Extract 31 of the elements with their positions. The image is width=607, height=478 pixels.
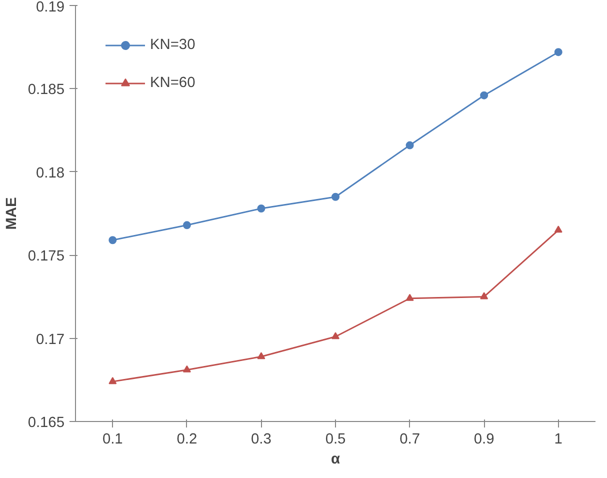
x-tick-label: 0.7: [400, 432, 420, 448]
point: [182, 365, 191, 372]
point: [480, 91, 488, 100]
point: [332, 332, 340, 340]
x-tick-label: 0.9: [474, 432, 494, 448]
y-axis-title: MAE: [4, 196, 20, 230]
point: [182, 221, 191, 230]
y-tick-label: 0.17: [36, 332, 65, 348]
legend-label: KN=60: [150, 75, 196, 91]
y-tick-label: 0.185: [28, 82, 65, 98]
x-tick-label: 0.3: [251, 432, 272, 448]
point: [406, 294, 414, 301]
y-tick-label: 0.165: [28, 415, 65, 431]
legend-label: KN=30: [150, 37, 196, 53]
x-axis-title: α: [330, 452, 340, 468]
point: [406, 141, 414, 150]
point: [554, 226, 562, 233]
x-tick-label: 0.5: [325, 432, 346, 448]
y-tick-label: 0.18: [36, 165, 65, 182]
point: [332, 192, 340, 201]
x-tick-label: 0.2: [176, 432, 198, 448]
point: [257, 204, 266, 212]
point: [554, 48, 562, 56]
point: [108, 236, 117, 244]
x-tick-label: 0.1: [102, 432, 123, 448]
y-tick-label: 0.175: [28, 248, 65, 265]
y-tick-label: 0.19: [36, 0, 65, 16]
x-tick-label: 1: [554, 432, 562, 448]
point: [108, 377, 117, 384]
point: [480, 292, 488, 300]
point: [257, 352, 266, 360]
